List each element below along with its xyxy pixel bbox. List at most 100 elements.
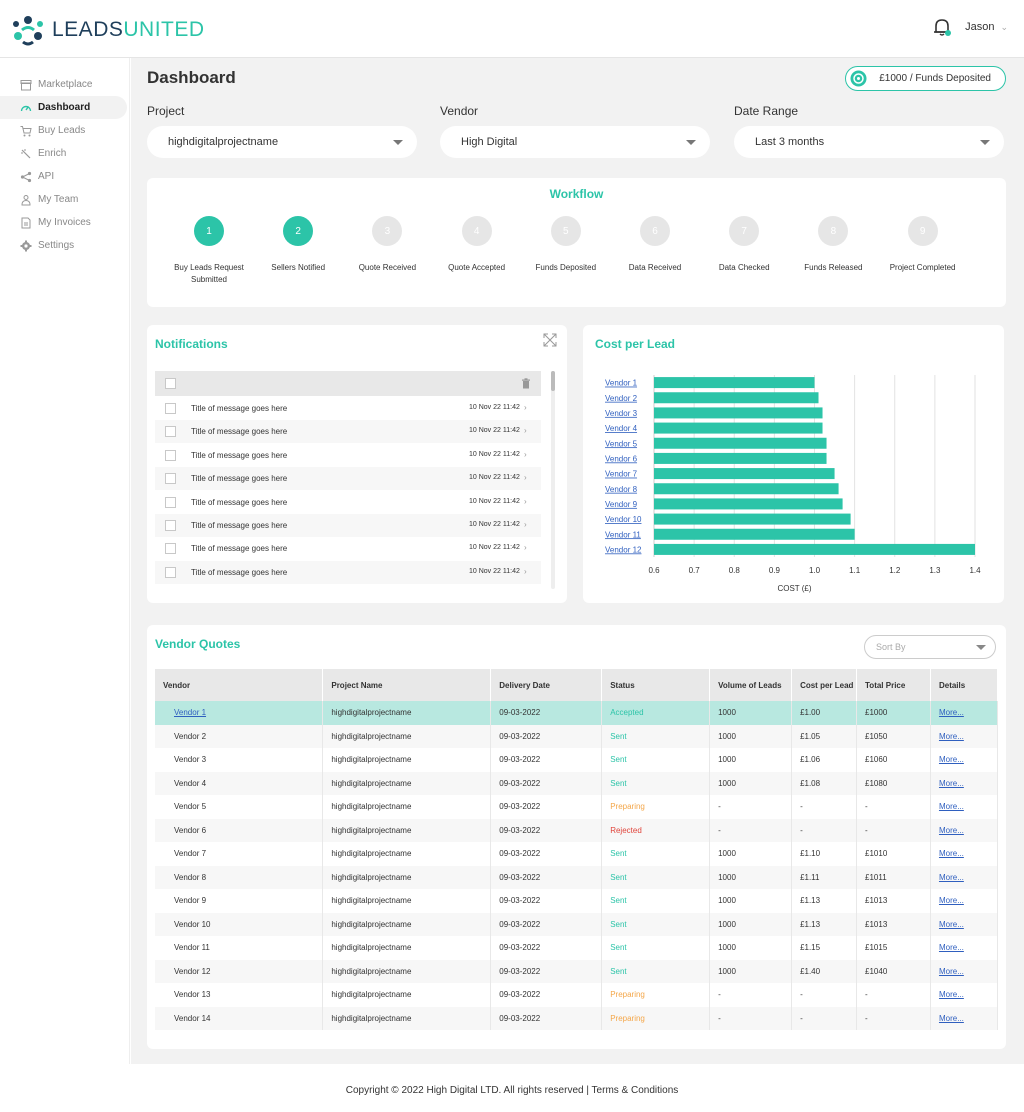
column-header[interactable]: Total Price <box>856 669 931 701</box>
column-header[interactable]: Volume of Leads <box>709 669 793 701</box>
table-row[interactable]: Vendor 14 highdigitalprojectname 09-03-202… <box>155 1006 999 1030</box>
y-tick-label[interactable]: Vendor 2 <box>605 394 638 403</box>
notification-checkbox[interactable] <box>165 426 176 438</box>
scrollbar-thumb[interactable] <box>551 371 555 391</box>
y-tick-label[interactable]: Vendor 6 <box>605 454 638 463</box>
table-row[interactable]: Vendor 13 highdigitalprojectname 09-03-202… <box>155 983 999 1007</box>
bar[interactable] <box>654 407 823 419</box>
notification-checkbox[interactable] <box>165 496 176 508</box>
more-link[interactable]: More... <box>938 872 964 882</box>
more-link[interactable]: More... <box>938 802 964 812</box>
list-item[interactable]: Title of message goes here 10 Nov 22 11:4… <box>155 467 541 491</box>
list-item[interactable]: Title of message goes here 10 Nov 22 11:4… <box>155 514 541 537</box>
more-link[interactable]: More... <box>938 966 964 976</box>
sidebar-item-api[interactable]: API <box>0 165 129 188</box>
bar[interactable] <box>654 377 815 389</box>
table-row[interactable]: Vendor 10 highdigitalprojectname 09-03-202… <box>155 912 999 936</box>
y-tick-label[interactable]: Vendor 5 <box>605 439 638 448</box>
more-link[interactable]: More... <box>938 708 964 718</box>
notification-checkbox[interactable] <box>165 566 176 578</box>
user-menu[interactable]: Jason ⌄ <box>931 16 1008 38</box>
list-item[interactable]: Title of message goes here 10 Nov 22 11:4… <box>155 444 541 467</box>
sidebar-item-settings[interactable]: Settings <box>0 234 129 257</box>
list-item[interactable]: Title of message goes here 10 Nov 22 11:4… <box>155 491 541 514</box>
more-link[interactable]: More... <box>938 990 964 1000</box>
list-item[interactable]: Title of message goes here 10 Nov 22 11:4… <box>155 560 541 584</box>
y-tick-label[interactable]: Vendor 3 <box>605 409 638 418</box>
notification-checkbox[interactable] <box>165 403 176 414</box>
sidebar-item-my-team[interactable]: My Team <box>0 188 129 211</box>
more-link[interactable]: More... <box>938 1013 964 1023</box>
bar[interactable] <box>654 528 855 540</box>
table-row[interactable]: Vendor 4 highdigitalprojectname 09-03-2022… <box>155 771 999 795</box>
chevron-right-icon[interactable]: › <box>524 520 527 529</box>
y-tick-label[interactable]: Vendor 10 <box>605 515 642 524</box>
sidebar-item-marketplace[interactable]: Marketplace <box>0 73 129 96</box>
bar[interactable] <box>654 468 835 480</box>
sidebar-item-enrich[interactable]: Enrich <box>0 142 129 165</box>
chevron-right-icon[interactable]: › <box>524 566 527 576</box>
bar[interactable] <box>654 437 827 449</box>
bar[interactable] <box>654 498 843 510</box>
vendor-link[interactable]: Vendor 1 <box>174 708 207 718</box>
y-tick-label[interactable]: Vendor 12 <box>605 545 642 554</box>
y-tick-label[interactable]: Vendor 1 <box>605 379 638 388</box>
notification-checkbox[interactable] <box>165 520 176 531</box>
column-header[interactable]: Project Name <box>322 669 492 701</box>
table-row[interactable]: Vendor 5 highdigitalprojectname 09-03-2022… <box>155 795 999 819</box>
sidebar-item-buy-leads[interactable]: Buy Leads <box>0 119 129 142</box>
more-link[interactable]: More... <box>938 849 964 859</box>
chevron-right-icon[interactable]: › <box>524 473 527 483</box>
table-row[interactable]: Vendor 6 highdigitalprojectname 09-03-2022… <box>155 818 999 842</box>
list-item[interactable]: Title of message goes here 10 Nov 22 11:4… <box>155 420 541 444</box>
sidebar-item-dashboard[interactable]: Dashboard <box>0 96 127 119</box>
list-item[interactable]: Title of message goes here 10 Nov 22 11:4… <box>155 537 541 560</box>
bar[interactable] <box>654 483 839 495</box>
notification-checkbox[interactable] <box>165 543 176 555</box>
chevron-right-icon[interactable]: › <box>524 403 527 412</box>
chevron-right-icon[interactable]: › <box>524 543 527 553</box>
table-row[interactable]: Vendor 9 highdigitalprojectname 09-03-2022… <box>155 889 999 913</box>
table-row[interactable]: Vendor 12 highdigitalprojectname 09-03-202… <box>155 959 999 983</box>
chevron-right-icon[interactable]: › <box>524 449 527 459</box>
trash-icon[interactable] <box>521 378 531 389</box>
table-row[interactable]: Vendor 11 highdigitalprojectname 09-03-202… <box>155 936 999 960</box>
sidebar-item-my-invoices[interactable]: My Invoices <box>0 211 129 234</box>
list-item[interactable]: Title of message goes here 10 Nov 22 11:4… <box>155 397 541 420</box>
vendor-select[interactable]: High Digital <box>440 126 710 158</box>
notification-checkbox[interactable] <box>165 473 176 485</box>
column-header[interactable]: Status <box>601 669 711 701</box>
table-row[interactable]: Vendor 1 highdigitalprojectname 09-03-2022… <box>155 701 999 725</box>
notification-checkbox[interactable] <box>165 449 176 461</box>
column-header[interactable]: Vendor <box>155 669 324 701</box>
date-range-select[interactable]: Last 3 months <box>734 126 1004 158</box>
table-row[interactable]: Vendor 2 highdigitalprojectname 09-03-2022… <box>155 724 999 748</box>
table-row[interactable]: Vendor 8 highdigitalprojectname 09-03-2022… <box>155 865 999 889</box>
project-select[interactable]: highdigitalprojectname <box>147 126 417 158</box>
more-link[interactable]: More... <box>938 943 964 953</box>
sort-by-select[interactable]: Sort By <box>864 635 996 659</box>
column-header[interactable]: Details <box>930 669 999 701</box>
table-row[interactable]: Vendor 3 highdigitalprojectname 09-03-2022… <box>155 748 999 772</box>
bar[interactable] <box>654 452 827 464</box>
y-tick-label[interactable]: Vendor 8 <box>605 485 638 494</box>
notifications-scrollbar[interactable] <box>551 371 555 589</box>
more-link[interactable]: More... <box>938 896 964 906</box>
bar[interactable] <box>654 422 823 434</box>
column-header[interactable]: Cost per Lead <box>791 669 858 701</box>
bar[interactable] <box>654 513 851 525</box>
bar[interactable] <box>654 392 819 404</box>
select-all-checkbox[interactable] <box>165 378 176 389</box>
table-row[interactable]: Vendor 7 highdigitalprojectname 09-03-2022… <box>155 842 999 866</box>
more-link[interactable]: More... <box>938 731 964 741</box>
user-name[interactable]: Jason <box>965 21 995 33</box>
more-link[interactable]: More... <box>938 778 964 788</box>
funds-deposited-badge[interactable]: £1000 / Funds Deposited <box>845 66 1006 91</box>
logo[interactable]: LEADSUNITED <box>10 12 205 48</box>
chevron-right-icon[interactable]: › <box>524 426 527 436</box>
more-link[interactable]: More... <box>938 755 964 765</box>
y-tick-label[interactable]: Vendor 11 <box>605 530 641 539</box>
expand-icon[interactable] <box>543 333 557 347</box>
bar[interactable] <box>654 543 975 555</box>
more-link[interactable]: More... <box>938 825 964 835</box>
